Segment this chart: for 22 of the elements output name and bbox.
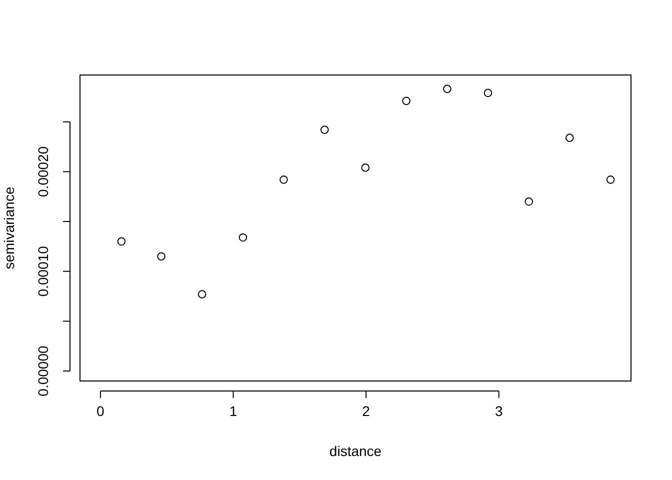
x-axis-title: distance <box>329 443 382 459</box>
point <box>402 96 410 106</box>
x-tick-label: 0 <box>96 402 105 419</box>
point <box>606 176 615 184</box>
point <box>443 84 452 94</box>
x-tick-label: 3 <box>494 402 503 419</box>
y-axis-title: semivariance <box>1 186 17 270</box>
point <box>484 88 492 98</box>
point <box>280 176 288 184</box>
point <box>157 252 166 261</box>
point <box>565 134 574 142</box>
point <box>198 290 206 298</box>
y-tick-label: 0.00010 <box>35 246 51 297</box>
point <box>320 126 329 134</box>
y-tick-label: 0.00000 <box>35 346 51 396</box>
point <box>238 233 248 242</box>
point <box>117 237 126 246</box>
point <box>524 197 534 206</box>
x-tick-label: 1 <box>229 402 238 419</box>
x-tick-label: 2 <box>362 402 370 419</box>
point <box>361 164 370 172</box>
y-tick-label: 0.00020 <box>35 146 51 197</box>
